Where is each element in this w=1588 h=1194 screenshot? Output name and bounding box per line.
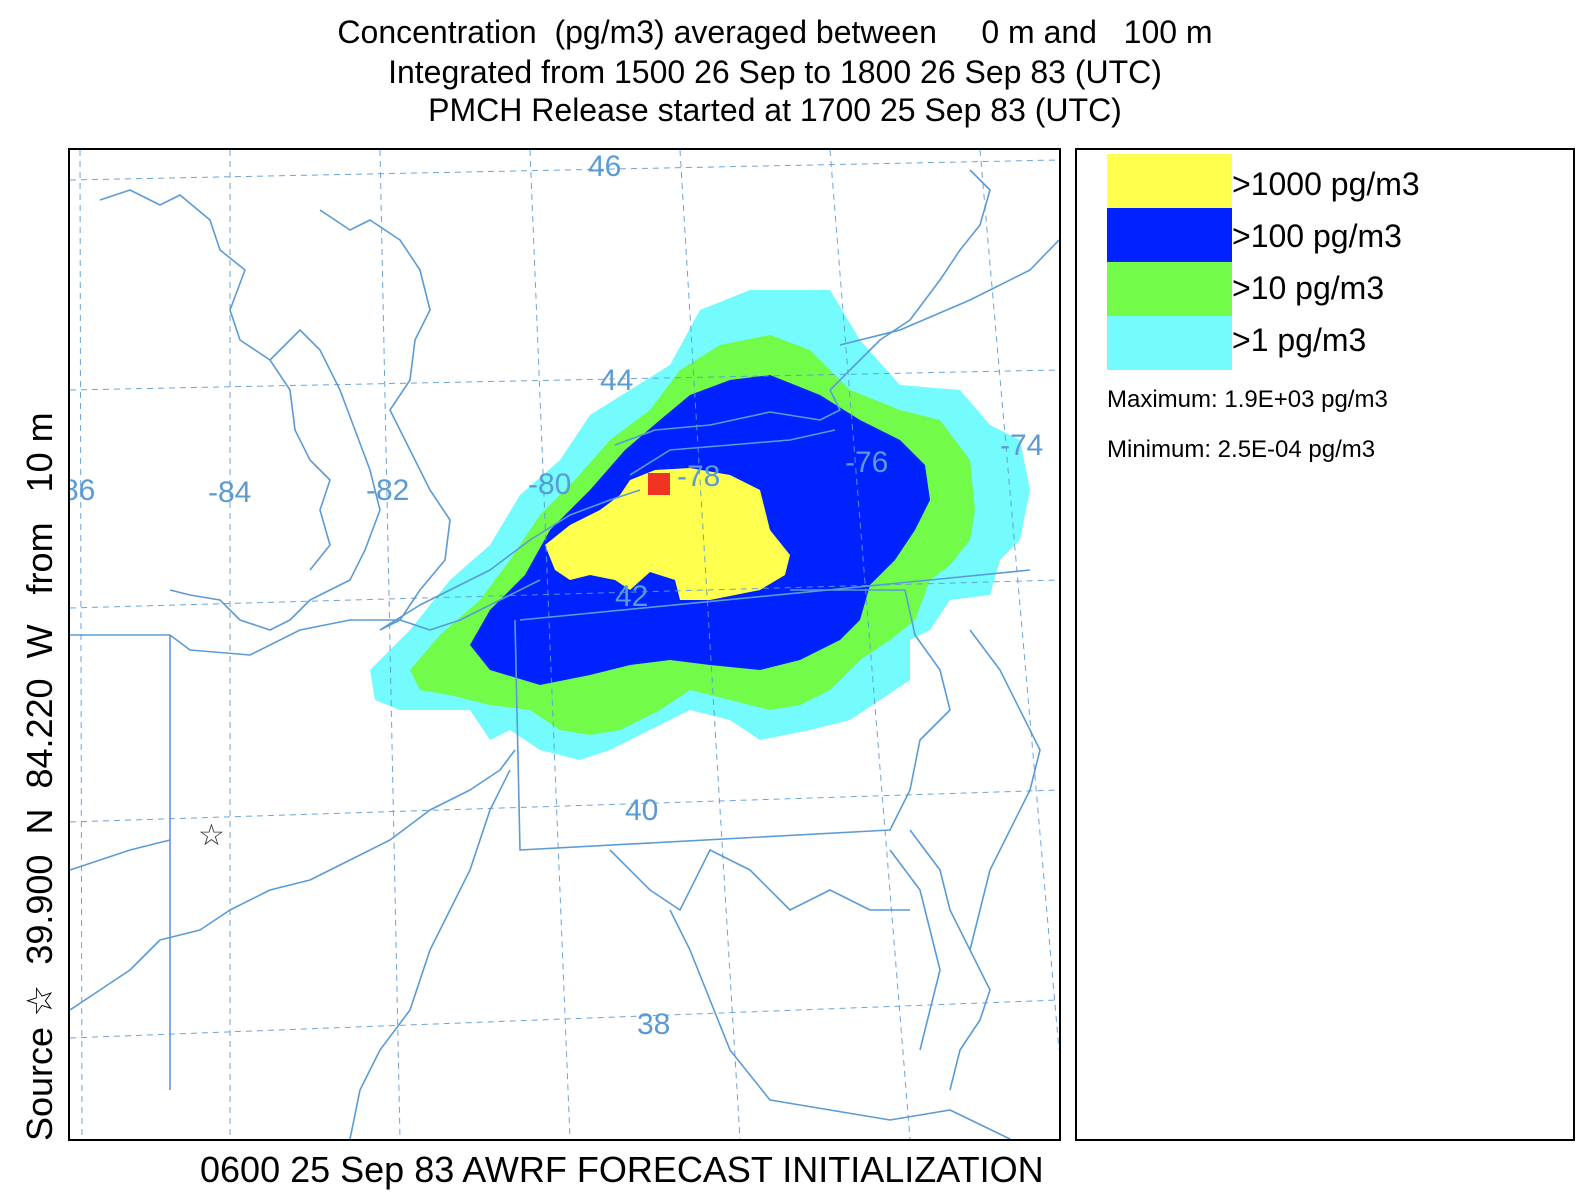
legend-label-100: >100 pg/m3	[1232, 218, 1402, 254]
map-panel: -86 -84 -82 -80 -78 -76 -74 46 44 42 40 …	[68, 148, 1061, 1141]
graticule-labels: -86 -84 -82 -80 -78 -76 -74 46 44 42 40 …	[70, 150, 1043, 1041]
legend-swatch-100	[1107, 208, 1232, 262]
lat-label-40: 40	[625, 794, 658, 827]
concentration-map: -86 -84 -82 -80 -78 -76 -74 46 44 42 40 …	[70, 150, 1059, 1139]
source-location-marker: ☆	[198, 818, 225, 853]
new-jersey-coast	[909, 829, 991, 1091]
lat-label-46: 46	[588, 150, 621, 183]
maximum-concentration-marker	[648, 473, 670, 495]
michigan-outline	[99, 189, 381, 631]
west-virginia-border	[349, 769, 511, 1139]
plot-title-line-2: Integrated from 1500 26 Sep to 1800 26 S…	[388, 54, 1162, 90]
lat-label-42: 42	[615, 580, 648, 613]
meridian-76	[829, 150, 911, 1139]
michigan-east-shore	[269, 359, 331, 571]
maximum-value: Maximum: 1.9E+03 pg/m3	[1107, 386, 1388, 413]
lat-label-38: 38	[637, 1008, 670, 1041]
lake-erie-north-shore	[379, 489, 641, 631]
delaware-bay	[889, 849, 941, 1051]
lon-label-74: -74	[1000, 429, 1043, 462]
maryland-border	[609, 849, 910, 911]
ohio-river	[70, 749, 516, 1011]
lon-label-84: -84	[208, 476, 251, 509]
boundary-layer	[70, 169, 1059, 1139]
lon-label-76: -76	[845, 446, 888, 479]
lake-ontario-south	[629, 429, 836, 476]
legend-swatch-1	[1107, 316, 1232, 370]
meridian-74	[979, 150, 1059, 1051]
meridian-86	[79, 150, 83, 1139]
canada-us-border-east	[839, 239, 1059, 346]
plot-title-line-1: Concentration (pg/m3) averaged between 0…	[337, 14, 1213, 50]
lon-label-78: -78	[677, 460, 720, 493]
meridian-78	[679, 150, 741, 1139]
lon-label-80: -80	[528, 468, 571, 501]
forecast-caption: 0600 25 Sep 83 AWRF FORECAST INITIALIZAT…	[200, 1149, 1044, 1190]
graticule-layer	[70, 150, 1059, 1139]
great-lakes-south-shore	[70, 579, 541, 656]
contour-1000-pg	[545, 468, 790, 600]
lon-label-86: -86	[70, 474, 95, 507]
legend-label-1000: >1000 pg/m3	[1232, 166, 1420, 202]
legend-label-10: >10 pg/m3	[1232, 270, 1385, 306]
lon-label-82: -82	[366, 474, 409, 507]
virginia-border	[669, 909, 1011, 1139]
contour-layer	[370, 290, 1030, 760]
st-lawrence-boundary	[829, 169, 991, 391]
parallel-46	[70, 159, 1059, 181]
pennsylvania-border	[514, 589, 951, 851]
minimum-value: Minimum: 2.5E-04 pg/m3	[1107, 436, 1376, 463]
new-york-southern-border	[519, 569, 1031, 621]
legend-panel: >1000 pg/m3 >100 pg/m3 >10 pg/m3 >1 pg/m…	[1075, 148, 1575, 1141]
atlantic-coast	[969, 629, 1041, 951]
source-location-label: Source ☆ 39.900 N 84.220 W from 10 m	[19, 412, 60, 1141]
kentucky-border	[70, 839, 171, 871]
lat-label-44: 44	[600, 364, 633, 397]
lake-ontario-shore	[614, 389, 841, 446]
legend-swatch-1000	[1107, 154, 1232, 208]
parallel-38	[70, 999, 1059, 1039]
lake-huron-shore	[319, 209, 451, 631]
legend-label-1: >1 pg/m3	[1232, 322, 1367, 358]
plot-title-line-3: PMCH Release started at 1700 25 Sep 83 (…	[428, 92, 1122, 128]
legend-swatch-10	[1107, 262, 1232, 316]
